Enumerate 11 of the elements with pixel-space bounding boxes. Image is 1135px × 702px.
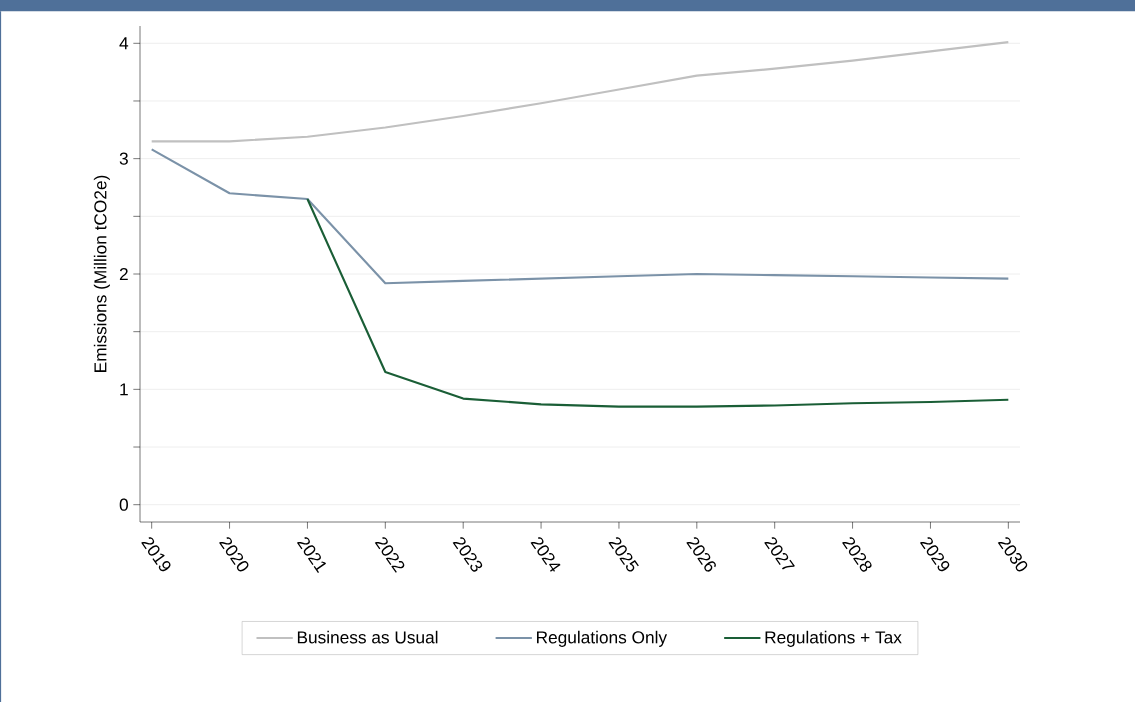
y-tick-label: 4 <box>119 37 129 50</box>
y-tick-label: 0 <box>119 498 128 511</box>
line-series <box>150 41 1010 143</box>
y-tick-label: 2 <box>119 267 128 281</box>
y-axis-title: Emissions (Million tCO2e) <box>93 175 110 372</box>
line-series <box>306 197 1010 408</box>
legend-label: Business as Usual <box>297 630 438 644</box>
legend-label: Regulations + Tax <box>765 630 902 647</box>
legend-label: Regulations Only <box>537 630 668 647</box>
y-tick-label: 3 <box>119 152 128 165</box>
y-tick-label: 1 <box>120 383 128 396</box>
